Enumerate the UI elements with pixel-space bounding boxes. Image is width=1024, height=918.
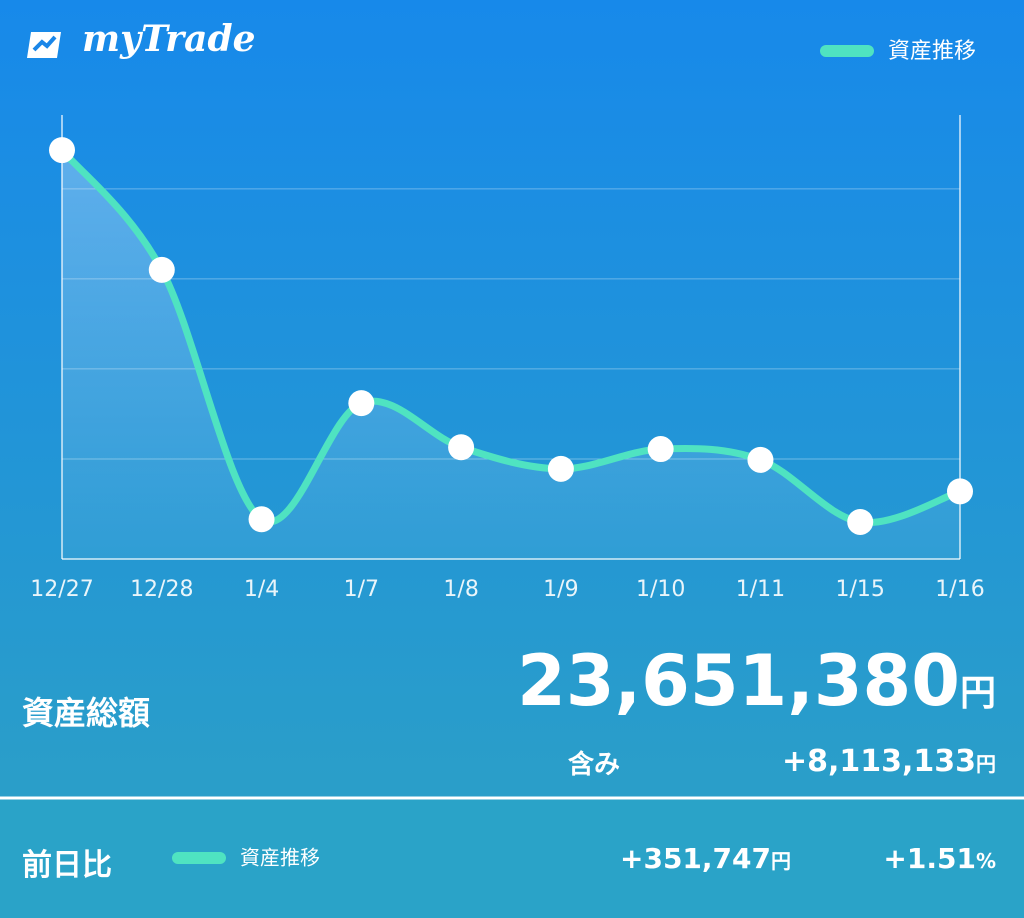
x-tick-label: 1/7 <box>344 577 379 602</box>
change-value: +351,747 <box>620 842 771 875</box>
unit: 円 <box>959 673 996 714</box>
point <box>348 390 375 417</box>
unit: 円 <box>771 849 791 873</box>
point <box>847 508 874 535</box>
daily-percent: +1.51% <box>883 842 996 875</box>
total-value: 23,651,380 <box>517 640 960 722</box>
total: 23,651,380円 <box>517 640 996 722</box>
x-tick-label: 1/8 <box>443 577 478 602</box>
unrealized-label: 含み <box>568 750 621 780</box>
point <box>647 436 674 463</box>
x-tick-label: 12/27 <box>30 577 93 602</box>
point <box>947 478 973 505</box>
daily-change: +351,747円 <box>620 842 791 875</box>
x-tick-label: 1/10 <box>636 577 685 602</box>
legend-label: 資産推移 <box>240 846 320 870</box>
point <box>49 137 75 164</box>
unit: % <box>975 849 996 873</box>
x-tick-label: 1/9 <box>543 577 578 602</box>
x-tick-label: 1/16 <box>935 577 984 602</box>
x-tick-label: 1/11 <box>736 577 785 602</box>
x-tick-label: 12/28 <box>130 577 193 602</box>
footer-band <box>0 798 1024 918</box>
daily-label: 前日比 <box>22 848 112 883</box>
legend-swatch <box>820 45 874 57</box>
x-tick-label: 1/4 <box>244 577 279 602</box>
total-label: 資産総額 <box>22 694 151 732</box>
point <box>148 256 175 283</box>
point <box>248 506 275 533</box>
point <box>448 434 475 461</box>
x-tick-label: 1/15 <box>836 577 885 602</box>
unrealized-value: +8,113,133 <box>781 744 976 779</box>
logo-mark <box>32 35 57 52</box>
area <box>62 150 960 559</box>
legend-swatch <box>172 852 226 864</box>
unit: 円 <box>976 752 996 776</box>
brand: myTrade <box>82 18 256 60</box>
point <box>747 446 774 473</box>
unrealized: +8,113,133円 <box>782 744 996 779</box>
point <box>547 455 574 482</box>
percent-value: +1.51 <box>883 842 976 875</box>
legend-label: 資産推移 <box>888 39 976 64</box>
